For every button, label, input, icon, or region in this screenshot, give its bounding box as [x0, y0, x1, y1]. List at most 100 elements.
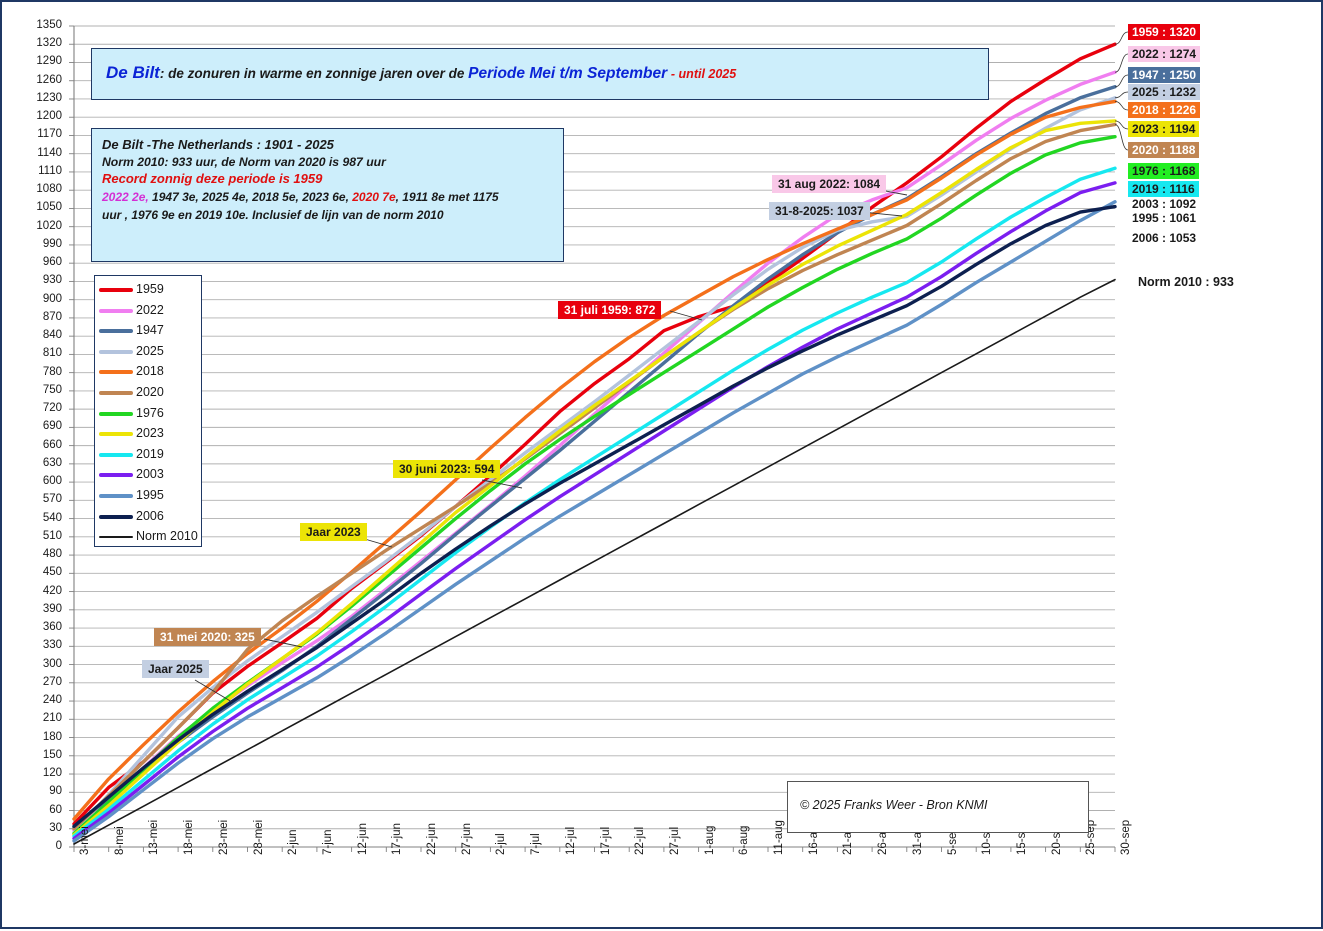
x-tick-label: 2-jun	[287, 829, 300, 855]
y-tick-label: 600	[42, 475, 62, 488]
legend-color-swatch	[99, 514, 133, 519]
legend-item-label: Norm 2010	[136, 529, 198, 544]
end-label-2022: 2022 : 1274	[1128, 46, 1201, 62]
legend-item-norm-2010[interactable]: Norm 2010	[99, 527, 199, 548]
y-tick-label: 870	[42, 310, 62, 323]
y-tick-label: 1350	[36, 19, 62, 31]
chart-title-text: De Bilt: de zonuren in warme en zonnige …	[106, 63, 736, 83]
legend-item-2019[interactable]: 2019	[99, 445, 199, 466]
x-tick-label: 23-mei	[217, 819, 230, 855]
legend-item-1976[interactable]: 1976	[99, 404, 199, 425]
y-tick-label: 990	[42, 237, 62, 250]
legend-item-2006[interactable]: 2006	[99, 507, 199, 528]
series-line-2018	[72, 99, 1117, 821]
end-label-2020: 2020 : 1188	[1128, 142, 1200, 158]
y-tick-label: 420	[42, 584, 62, 597]
legend-item-2003[interactable]: 2003	[99, 465, 199, 486]
label-leader-line	[1114, 91, 1129, 99]
legend-color-swatch	[99, 452, 133, 457]
legend-item-2022[interactable]: 2022	[99, 301, 199, 322]
label-leader-line	[1114, 31, 1129, 45]
info-rank-1911: , 1911 8e met 1175	[395, 189, 499, 204]
y-tick-label: 690	[42, 420, 62, 433]
series-line-2023	[72, 119, 1117, 837]
title-period: Periode Mei t/m September	[468, 65, 668, 82]
info-line-norm: Norm 2010: 933 uur, de Norm van 2020 is …	[102, 154, 386, 169]
end-label-1976: 1976 : 1168	[1128, 163, 1200, 179]
legend-color-swatch	[99, 288, 133, 292]
end-label-1995: 1995 : 1061	[1132, 211, 1197, 225]
y-tick-label: 930	[42, 274, 62, 287]
legend-color-swatch	[99, 494, 133, 498]
y-tick-label: 210	[42, 712, 62, 725]
y-tick-label: 450	[42, 566, 62, 579]
copyright-text: © 2025 Franks Weer - Bron KNMI	[800, 798, 988, 812]
y-tick-label: 300	[42, 657, 62, 670]
label-leader-line	[1114, 53, 1129, 73]
callout-2022-aug: 31 aug 2022: 1084	[772, 175, 887, 193]
legend-item-label: 1995	[136, 488, 164, 502]
end-label-2019: 2019 : 1116	[1128, 181, 1199, 197]
y-tick-label: 900	[42, 292, 62, 305]
info-line-station: De Bilt -The Netherlands : 1901 - 2025	[102, 137, 334, 152]
x-tick-label: 1-aug	[703, 825, 716, 855]
legend-item-2018[interactable]: 2018	[99, 362, 199, 383]
annotation-leader-line	[669, 310, 703, 321]
x-tick-label: 7-jul	[530, 833, 543, 855]
legend-item-2025[interactable]: 2025	[99, 342, 199, 363]
title-description: : de zonuren in warme en zonnige jaren o…	[159, 66, 469, 81]
x-tick-label: 27-jun	[460, 823, 473, 855]
y-tick-label: 90	[49, 785, 62, 798]
y-tick-label: 60	[49, 803, 62, 816]
y-tick-label: 720	[42, 402, 62, 415]
y-tick-label: 570	[42, 493, 62, 506]
series-line-2025	[72, 96, 1117, 835]
end-label-2018: 2018 : 1226	[1128, 102, 1201, 118]
x-tick-label: 3-mei	[79, 826, 91, 855]
info-line-ranking-cont: uur , 1976 9e en 2019 10e. Inclusief de …	[102, 208, 444, 222]
x-tick-label: 27-jul	[668, 826, 681, 855]
end-label-1947: 1947 : 1250	[1128, 67, 1201, 83]
info-rank-mid: 1947 3e, 2025 4e, 2018 5e, 2023 6e,	[148, 189, 353, 204]
series-line-1995	[72, 200, 1117, 843]
legend-item-1959[interactable]: 1959	[99, 280, 199, 301]
y-tick-label: 0	[55, 840, 62, 852]
y-tick-label: 510	[42, 529, 62, 542]
callout-2025-aug: 31-8-2025: 1037	[769, 202, 870, 220]
legend-item-1995[interactable]: 1995	[99, 486, 199, 507]
legend-color-swatch	[99, 536, 133, 539]
label-leader-line	[1114, 101, 1129, 111]
y-tick-label: 1080	[36, 183, 62, 196]
y-tick-label: 810	[42, 347, 62, 360]
end-label-2025: 2025 : 1232	[1128, 84, 1201, 100]
x-tick-label: 22-jun	[426, 823, 438, 855]
label-leader-line	[1114, 74, 1129, 88]
x-tick-label: 13-mei	[148, 819, 161, 855]
legend-item-1947[interactable]: 1947	[99, 321, 199, 342]
end-label-2023: 2023 : 1194	[1128, 121, 1200, 137]
x-tick-label: 17-jun	[391, 823, 404, 855]
y-tick-label: 780	[42, 365, 62, 378]
y-tick-label: 1110	[38, 164, 62, 177]
y-tick-label: 270	[42, 675, 62, 688]
legend-item-2020[interactable]: 2020	[99, 383, 199, 404]
series-line-norm-2010	[73, 278, 1116, 845]
info-line-ranking: 2022 2e, 1947 3e, 2025 4e, 2018 5e, 2023…	[102, 189, 557, 205]
y-tick-label: 840	[42, 329, 62, 342]
y-tick-label: 1170	[37, 128, 62, 141]
chart-info-box: De Bilt -The Netherlands : 1901 - 2025 N…	[91, 128, 564, 262]
annotation-leader-line	[194, 679, 233, 703]
y-tick-label: 30	[49, 821, 62, 834]
y-tick-label: 1200	[36, 110, 62, 123]
x-tick-label: 22-jul	[634, 826, 647, 855]
end-label-2006: 2006 : 1053	[1132, 231, 1197, 245]
x-tick-label: 12-jun	[356, 823, 369, 855]
callout-2023-juni: 30 juni 2023: 594	[393, 460, 501, 478]
info-rank-2022: 2022 2e,	[102, 189, 149, 204]
y-tick-label: 180	[42, 730, 62, 743]
y-tick-label: 360	[42, 621, 62, 634]
legend-item-2023[interactable]: 2023	[99, 424, 199, 445]
